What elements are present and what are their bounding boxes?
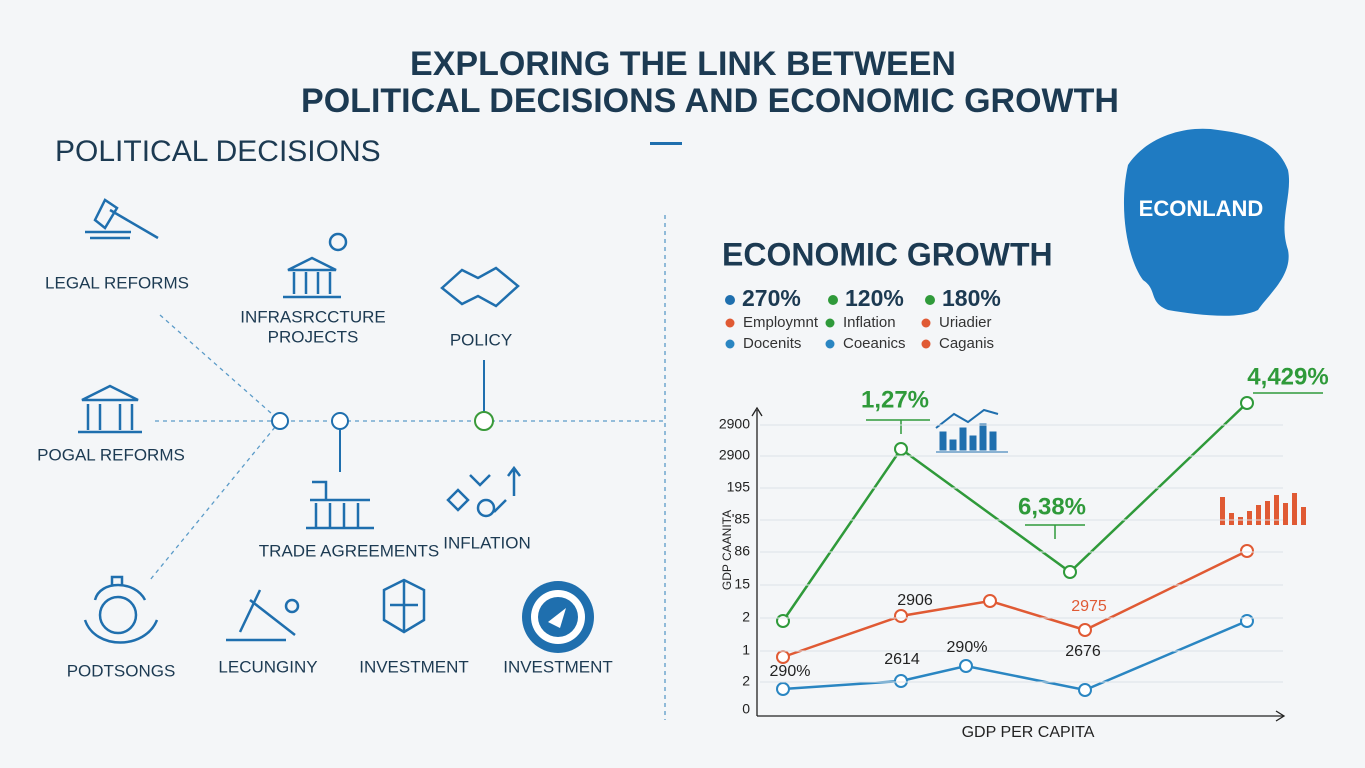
mini-bars: [935, 408, 1306, 525]
legend-dot: [825, 339, 835, 349]
item-label: INVESTMENT: [503, 657, 613, 676]
y-axis-label: 2900: [719, 447, 750, 463]
map-label: ECONLAND: [1139, 196, 1264, 221]
y-axis-title: GDP CAANITA: [720, 510, 734, 590]
chart-annotation: 290%: [770, 663, 811, 680]
chart-annotation: 4,429%: [1247, 363, 1328, 390]
section-heading: ECONOMIC GROWTH: [722, 236, 1053, 272]
stat-value: 270%: [742, 285, 801, 311]
section-heading: POLITICAL DECISIONS: [55, 135, 381, 168]
chart-points: [776, 396, 1254, 697]
chart-annotation: 290%: [947, 639, 988, 656]
title-line: POLITICAL DECISIONS AND ECONOMIC GROWTH: [301, 82, 1119, 120]
legend-label: Uriadier: [939, 314, 992, 331]
chart-annotation: 2614: [884, 651, 920, 668]
item-label: PODTSONGS: [67, 661, 176, 680]
chart-annotation: 2676: [1065, 643, 1101, 660]
y-axis-label: '85: [732, 511, 750, 527]
y-axis-label: 1: [742, 642, 750, 658]
chart-annotation: 6,38%: [1018, 493, 1086, 520]
item-label: INVESTMENT: [359, 657, 469, 676]
legend-label: Employmnt: [743, 314, 819, 331]
item-label: INFRASRCCTURE: [240, 307, 385, 326]
legend-dot: [725, 339, 735, 349]
item-label: PROJECTS: [268, 327, 359, 346]
y-axis-label: 2: [742, 673, 750, 689]
legend-label: Caganis: [939, 335, 994, 352]
nodes: [271, 360, 494, 472]
x-axis-title: GDP PER CAPITA: [962, 724, 1095, 741]
legend-label: Coeanics: [843, 335, 906, 352]
item-label: LEGAL REFORMS: [45, 273, 189, 292]
y-axis-label: 2: [742, 609, 750, 625]
legend-label: Inflation: [843, 314, 896, 331]
chart-annotation: 1,27%: [861, 386, 929, 413]
legend-dot: [825, 318, 835, 328]
stat-dot: [925, 295, 935, 305]
item-label: POGAL REFORMS: [37, 445, 185, 464]
chart-annotation: 2975: [1071, 598, 1107, 615]
legend-dot: [725, 318, 735, 328]
y-axis-label: 15: [734, 576, 750, 592]
chart-annotation: 2906: [897, 592, 933, 609]
chart-frame: [751, 406, 1286, 722]
item-label: LECUNGINY: [218, 657, 317, 676]
item-label: INFLATION: [443, 533, 531, 552]
icons: [78, 198, 594, 653]
item-label: TRADE AGREEMENTS: [259, 541, 439, 560]
legend-label: Docenits: [743, 335, 801, 352]
y-axis-label: 195: [727, 479, 751, 495]
map-shape: [1123, 128, 1290, 316]
title-rule: [650, 142, 682, 145]
legend-dot: [921, 339, 931, 349]
y-axis-label: 2900: [719, 416, 750, 432]
y-axis-label: 86: [734, 543, 750, 559]
connectors: [149, 215, 666, 720]
item-label: POLICY: [450, 330, 512, 349]
stat-value: 180%: [942, 285, 1001, 311]
title-line: EXPLORING THE LINK BETWEEN: [410, 45, 956, 83]
stat-dot: [828, 295, 838, 305]
stat-value: 120%: [845, 285, 904, 311]
stat-dot: [725, 295, 735, 305]
legend-dot: [921, 318, 931, 328]
y-axis-label: 0: [742, 701, 750, 717]
